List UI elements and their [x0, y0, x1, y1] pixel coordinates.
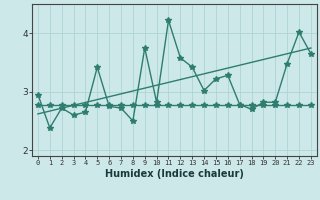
X-axis label: Humidex (Indice chaleur): Humidex (Indice chaleur)	[105, 169, 244, 179]
